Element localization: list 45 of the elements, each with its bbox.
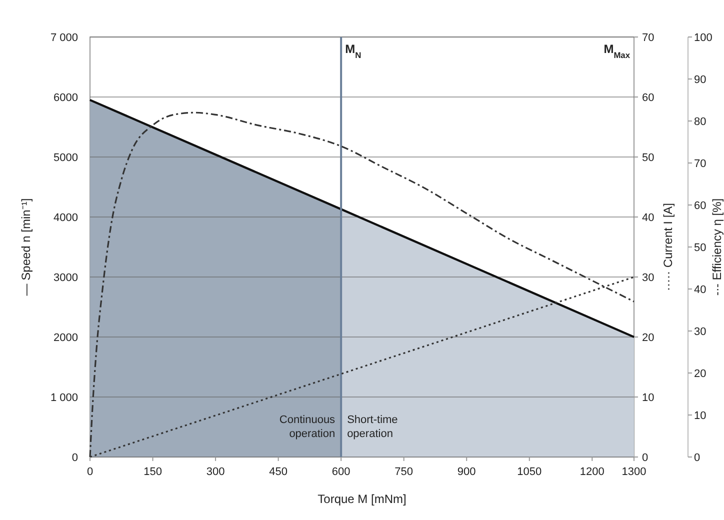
annotation: M$_{Max}$ [604,42,630,60]
y3-tick-label: 10 [694,410,706,422]
y-tick-label: 4000 [54,212,78,224]
y2-tick-label: 10 [642,392,654,404]
x-tick-label: 1300 [622,466,646,478]
series-label: Continuous operation [279,414,336,440]
y3-tick-label: 20 [694,368,706,380]
series-label: Short-time operation [347,414,398,440]
x-tick-label: 750 [394,466,414,478]
y-tick-label: 2000 [54,332,78,344]
y-tick-label: 0 [72,452,78,464]
x-tick-label: 0 [86,466,94,478]
y2-tick-label: 60 [642,92,654,104]
y-tick-label: 6000 [54,92,78,104]
y3-tick-label: 90 [694,74,706,86]
y-tick-label: 7 000 [50,32,78,44]
y-tick-label: 5000 [54,152,78,164]
x-tick-label: 450 [269,466,288,478]
x-axis-title: Torque M [mNm] [318,492,406,506]
y3-tick-label: 100 [694,32,712,44]
x-tick-label: 150 [144,466,162,478]
y2-tick-label: 70 [642,32,654,44]
y2-tick-label: 40 [642,212,654,224]
x-tick-label: 300 [206,466,225,478]
x-tick-label: 1200 [580,466,604,478]
y2-tick-label: 0 [642,452,648,464]
y3-tick-label: 60 [694,200,706,212]
y3-tick-label: 0 [694,452,700,464]
y-axis-title: — Speed n [min⁻¹] [19,198,33,296]
y3-tick-label: 80 [694,116,706,128]
x-tick-label: 900 [457,466,476,478]
y-tick-label: 1 000 [50,392,78,404]
y2-tick-label: 20 [642,332,654,344]
y3-tick-label: 70 [694,158,706,170]
y2-tick-label: 30 [642,272,654,284]
y-tick-label: 3000 [54,272,78,284]
x-tick-label: 1050 [517,466,542,478]
ref-line-label: M$_{N}$ [345,42,362,60]
x-tick-label: 600 [332,466,350,478]
y3-tick-label: 50 [694,242,706,254]
y2-tick-label: 50 [642,152,654,164]
y3-tick-label: 30 [694,326,706,338]
y3-axis-title: -·- Efficiency η [%] [710,198,724,296]
y2-axis-title: ····· Current I [A] [661,202,675,292]
y3-tick-label: 40 [694,284,706,296]
